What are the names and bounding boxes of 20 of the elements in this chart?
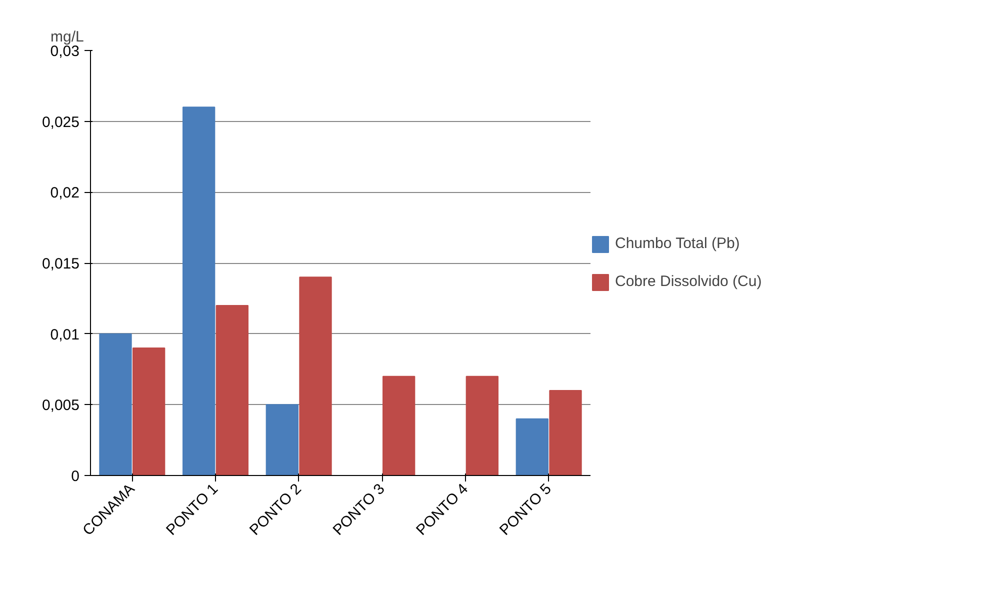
legend-label: Chumbo Total (Pb) [615, 235, 740, 252]
y-tick-label: 0 [71, 468, 80, 485]
y-tick-label: 0,005 [42, 397, 80, 414]
bar [516, 418, 548, 476]
y-tick-label: 0,015 [42, 256, 80, 272]
y-tick-label: 0,01 [50, 326, 80, 344]
y-tick-label: 0,03 [50, 43, 80, 60]
bar [216, 305, 248, 476]
bar [266, 404, 298, 476]
bar [132, 348, 166, 476]
bar [382, 376, 416, 476]
legend-label: Cobre Dissolvido (Cu) [615, 273, 762, 290]
y-axis-title: mg/L [50, 28, 84, 46]
bar [299, 276, 332, 476]
bar [99, 333, 132, 476]
bar [182, 106, 216, 476]
bar [549, 390, 582, 476]
y-tick-label: 0,02 [50, 184, 80, 202]
y-tick-label: 0,025 [42, 114, 80, 131]
bar [466, 376, 498, 476]
